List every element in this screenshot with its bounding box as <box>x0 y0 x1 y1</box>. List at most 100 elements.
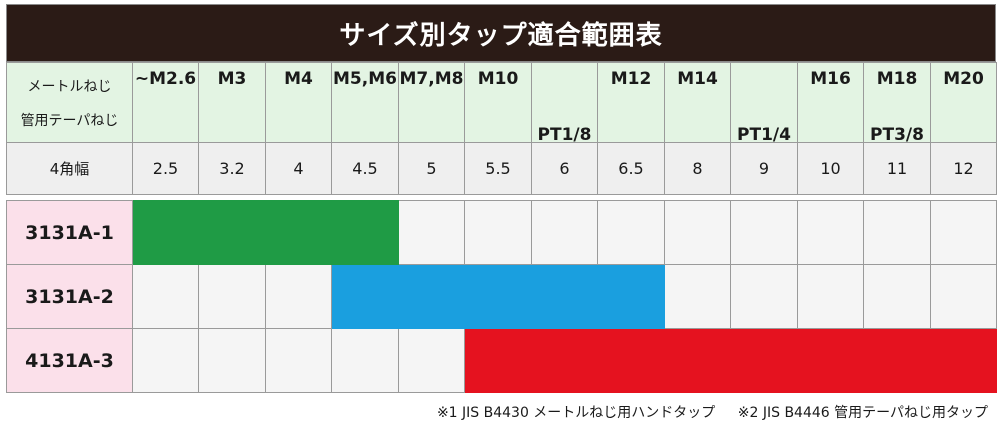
empty-cell <box>198 264 266 329</box>
compatible-range-cell <box>597 328 665 393</box>
product-row: 4131A-3 <box>6 328 997 393</box>
size-header-cell: M12 <box>597 62 665 145</box>
compatible-range-cell <box>863 328 931 393</box>
size-header-cell: PT1/4 <box>730 62 798 145</box>
empty-cell <box>132 328 199 393</box>
empty-cell <box>531 200 598 265</box>
square-width-value: 11 <box>863 142 931 195</box>
compatible-range-cell <box>331 264 399 329</box>
thread-type-label: メートルねじ 管用テーパねじ <box>6 62 133 143</box>
square-width-value: 4.5 <box>331 142 399 195</box>
compatible-range-cell <box>664 328 731 393</box>
square-width-value: 10 <box>797 142 864 195</box>
pipe-size-label: PT3/8 <box>870 124 924 145</box>
pipe-size-label <box>332 125 398 145</box>
metric-size-label: M18 <box>876 68 918 89</box>
metric-size-label <box>731 69 797 89</box>
compatible-range-cell <box>531 264 598 329</box>
compatible-range-cell <box>198 200 266 265</box>
empty-cell <box>331 328 399 393</box>
metric-size-label: M10 <box>477 68 519 89</box>
size-header-cell: M10 <box>464 62 532 145</box>
metric-size-label <box>532 69 597 89</box>
square-width-value: 9 <box>730 142 798 195</box>
square-width-value: 12 <box>930 142 997 195</box>
pipe-size-label <box>798 125 863 145</box>
size-header-cell: ~M2.6 <box>132 62 199 145</box>
empty-cell <box>930 264 997 329</box>
size-header-cell: M14 <box>664 62 731 145</box>
empty-cell <box>597 200 665 265</box>
pipe-size-label <box>598 125 664 145</box>
product-name: 4131A-3 <box>6 328 133 393</box>
pipe-size-label <box>133 125 198 145</box>
size-header-cell: M16 <box>797 62 864 145</box>
empty-cell <box>730 200 798 265</box>
size-header-cell: M20 <box>930 62 997 145</box>
square-width-value: 6 <box>531 142 598 195</box>
square-width-value: 8 <box>664 142 731 195</box>
compatible-range-cell <box>930 328 997 393</box>
pipe-size-label <box>199 125 265 145</box>
size-header-cell: M7,M8 <box>398 62 465 145</box>
compatible-range-cell <box>331 200 399 265</box>
pipe-size-label <box>665 125 730 145</box>
metric-size-label: M14 <box>677 68 718 89</box>
square-width-value: 4 <box>265 142 332 195</box>
footnotes: ※1 JIS B4430 メートルねじ用ハンドタップ ※2 JIS B4446 … <box>419 402 988 422</box>
square-width-label: 4角幅 <box>6 142 133 195</box>
empty-cell <box>664 200 731 265</box>
pipe-size-label <box>931 125 996 145</box>
pipe-size-label <box>465 125 531 145</box>
empty-cell <box>398 328 465 393</box>
empty-cell <box>198 328 266 393</box>
footnote-2: ※2 JIS B4446 管用テーパねじ用タップ <box>737 405 988 421</box>
size-header-cell: M4 <box>265 62 332 145</box>
empty-cell <box>265 328 332 393</box>
square-width-value: 6.5 <box>597 142 665 195</box>
empty-cell <box>265 264 332 329</box>
empty-cell <box>797 200 864 265</box>
pipe-thread-label: 管用テーパねじ <box>20 112 119 129</box>
empty-cell <box>398 200 465 265</box>
pipe-size-label <box>399 125 464 145</box>
metric-size-label: M7,M8 <box>399 68 464 89</box>
compatible-range-cell <box>132 200 199 265</box>
empty-cell <box>132 264 199 329</box>
square-width-value: 2.5 <box>132 142 199 195</box>
empty-cell <box>464 200 532 265</box>
empty-cell <box>863 200 931 265</box>
compatible-range-cell <box>398 264 465 329</box>
compatible-range-cell <box>797 328 864 393</box>
empty-cell <box>664 264 731 329</box>
empty-cell <box>730 264 798 329</box>
metric-size-label: ~M2.6 <box>134 68 197 89</box>
metric-size-label: M4 <box>284 68 313 89</box>
size-header-cell: PT1/8 <box>531 62 598 145</box>
size-table: メートルねじ 管用テーパねじ ~M2.6 M3 M4 M5,M6 M7,M8 M… <box>6 62 997 393</box>
size-header-cell: M5,M6 <box>331 62 399 145</box>
table-title: サイズ別タップ適合範囲表 <box>6 4 996 62</box>
square-width-row: 4角幅 2.5 3.2 4 4.5 5 5.5 6 6.5 8 9 10 11 12 <box>6 142 997 195</box>
compatible-range-cell <box>464 328 532 393</box>
compatible-range-cell <box>597 264 665 329</box>
compatible-range-cell <box>464 264 532 329</box>
product-row: 3131A-2 <box>6 264 997 329</box>
compatible-range-cell <box>531 328 598 393</box>
square-width-value: 3.2 <box>198 142 266 195</box>
pipe-size-label: PT1/4 <box>737 124 791 145</box>
product-name: 3131A-2 <box>6 264 133 329</box>
size-header-cell: M3 <box>198 62 266 145</box>
empty-cell <box>797 264 864 329</box>
pipe-size-label: PT1/8 <box>537 124 592 145</box>
metric-size-label: M5,M6 <box>333 68 397 89</box>
product-row: 3131A-1 <box>6 200 997 265</box>
thread-header-row: メートルねじ 管用テーパねじ ~M2.6 M3 M4 M5,M6 M7,M8 M… <box>6 62 997 145</box>
size-compatibility-table: サイズ別タップ適合範囲表 メートルねじ 管用テーパねじ ~M2.6 M3 M4 … <box>6 4 997 421</box>
footnote-1: ※1 JIS B4430 メートルねじ用ハンドタップ <box>436 405 716 421</box>
product-name: 3131A-1 <box>6 200 133 265</box>
empty-cell <box>863 264 931 329</box>
pipe-size-label <box>266 125 331 145</box>
metric-thread-label: メートルねじ <box>27 78 112 95</box>
separator-row <box>6 194 997 201</box>
